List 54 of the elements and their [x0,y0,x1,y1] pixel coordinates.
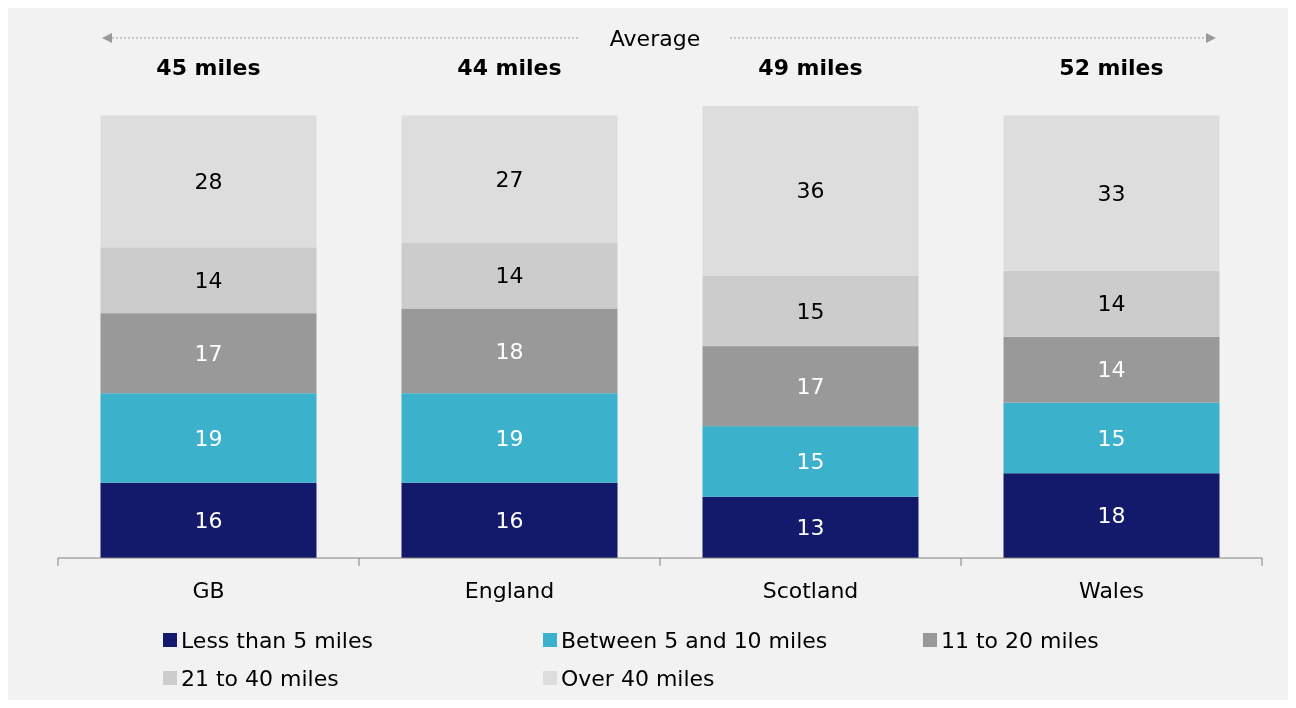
bar [100,115,317,248]
bar [100,482,317,558]
bar [1003,336,1220,403]
bar [702,346,919,427]
data-label: 14 [1097,357,1126,383]
data-label: 33 [1097,180,1126,206]
bar [1003,473,1220,558]
legend-label: Over 40 miles [561,665,715,691]
data-label: 15 [796,449,825,475]
data-label: 15 [796,298,825,324]
data-label: 36 [796,178,825,204]
bar [100,393,317,483]
bar [401,393,618,483]
bar [702,426,919,497]
bar [1003,115,1220,271]
bar [401,482,618,558]
data-label: 16 [194,508,223,534]
data-label: 19 [495,425,524,451]
data-label: 18 [1097,503,1126,529]
bar [702,106,919,276]
text: Average [609,25,701,51]
data-label: 17 [194,340,223,366]
bar [702,496,919,558]
legend-label: Between 5 and 10 miles [561,627,828,653]
data-label: 27 [495,166,524,192]
data-label: 14 [194,267,223,293]
data-label: 15 [1097,425,1126,451]
bar [401,308,618,394]
x-tick-label: GB [192,578,225,603]
data-label: 18 [495,338,524,364]
text: 52 miles [1059,55,1164,80]
bar [100,247,317,314]
data-label: 16 [495,508,524,534]
text: 49 miles [758,55,863,80]
data-label: 28 [194,169,223,195]
text: 44 miles [457,55,562,80]
data-label: 14 [1097,291,1126,317]
data-label: 14 [495,263,524,289]
data-label: 19 [194,425,223,451]
x-tick-label: Wales [1079,578,1144,603]
legend-label: Less than 5 miles [181,627,373,653]
data-label: 13 [796,515,825,541]
data-label: 17 [796,373,825,399]
legend-label: 11 to 20 miles [941,627,1099,653]
bar [1003,270,1220,337]
x-tick-label: England [464,578,555,603]
bar [1003,402,1220,474]
bar [100,313,317,394]
bar [401,242,618,309]
legend-label: 21 to 40 miles [181,665,339,691]
bar [702,275,919,347]
x-tick-label: Scotland [762,578,859,603]
bar [401,115,618,243]
text: 45 miles [156,55,261,80]
